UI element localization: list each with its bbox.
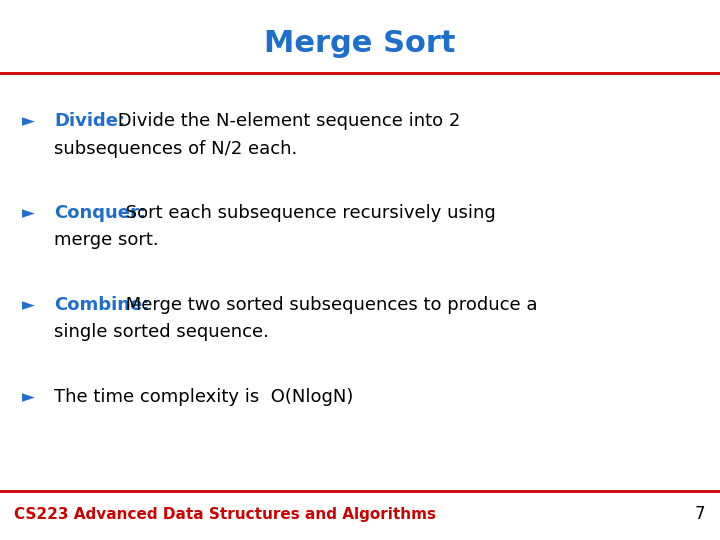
Text: ►: ► bbox=[22, 204, 35, 222]
Text: 7: 7 bbox=[695, 505, 706, 523]
Text: ►: ► bbox=[22, 112, 35, 131]
Text: single sorted sequence.: single sorted sequence. bbox=[54, 323, 269, 341]
Text: merge sort.: merge sort. bbox=[54, 231, 158, 249]
Text: ►: ► bbox=[22, 296, 35, 314]
Text: Merge two sorted subsequences to produce a: Merge two sorted subsequences to produce… bbox=[120, 296, 538, 314]
Text: Merge Sort: Merge Sort bbox=[264, 29, 456, 58]
Text: Sort each subsequence recursively using: Sort each subsequence recursively using bbox=[120, 204, 496, 222]
Text: Conquer:: Conquer: bbox=[54, 204, 146, 222]
Text: ►: ► bbox=[22, 388, 35, 406]
Text: The time complexity is  O(NlogN): The time complexity is O(NlogN) bbox=[54, 388, 354, 406]
Text: Combine:: Combine: bbox=[54, 296, 149, 314]
Text: CS223 Advanced Data Structures and Algorithms: CS223 Advanced Data Structures and Algor… bbox=[14, 507, 436, 522]
Text: subsequences of N/2 each.: subsequences of N/2 each. bbox=[54, 139, 297, 158]
Text: Divide:: Divide: bbox=[54, 112, 125, 131]
Text: Divide the N-element sequence into 2: Divide the N-element sequence into 2 bbox=[112, 112, 460, 131]
